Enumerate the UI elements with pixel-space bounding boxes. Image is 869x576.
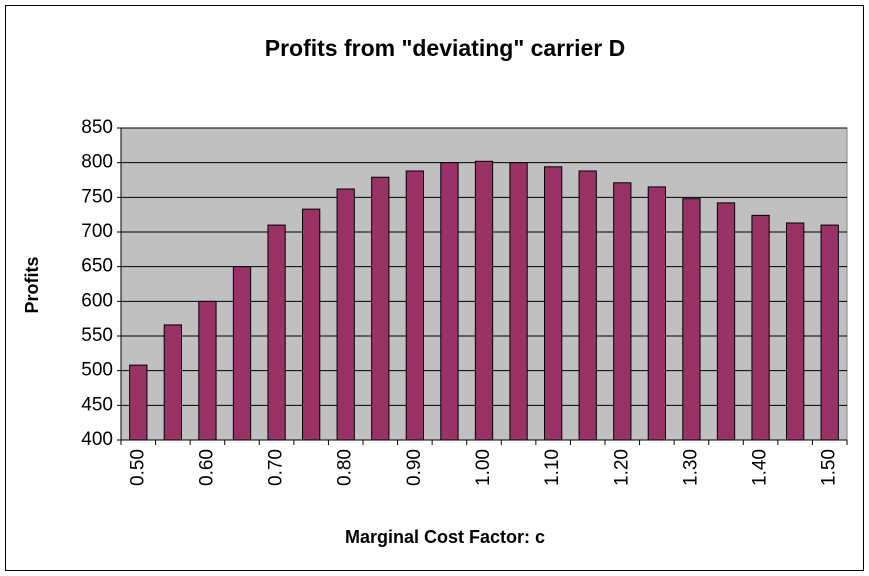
bar (474, 160, 494, 441)
x-tick-label: 1.40 (750, 449, 771, 486)
bar (751, 214, 770, 441)
x-tick-label: 1.30 (680, 449, 701, 486)
bar (232, 266, 252, 441)
y-tick-label: 750 (81, 186, 113, 207)
bar (786, 222, 805, 441)
bar (440, 162, 459, 441)
bar (682, 198, 701, 441)
y-tick-label: 600 (81, 290, 113, 311)
x-tick-label: 1.00 (473, 449, 494, 486)
y-tick-label: 800 (81, 152, 113, 173)
x-tick-label: 0.70 (266, 449, 287, 486)
y-tick-label: 500 (81, 360, 113, 381)
y-tick-label: 650 (81, 256, 113, 277)
x-axis-label: Marginal Cost Factor: c (345, 527, 545, 547)
bar (405, 170, 425, 441)
chart-title: Profits from "deviating" carrier D (265, 35, 626, 61)
x-tick-label: 0.60 (196, 449, 217, 486)
bar (820, 224, 839, 441)
y-tick-label: 550 (81, 325, 113, 346)
bar (578, 170, 597, 441)
y-tick-label: 700 (81, 221, 113, 242)
bar (544, 166, 563, 441)
bar (716, 202, 736, 441)
bar (509, 162, 528, 441)
bar (198, 300, 217, 441)
x-tick-label: 1.10 (542, 449, 563, 486)
y-tick-label: 400 (81, 429, 113, 450)
y-tick-label: 450 (81, 394, 113, 415)
bar (163, 324, 182, 441)
bar (613, 182, 632, 441)
bar (371, 176, 390, 441)
bar (129, 364, 148, 441)
bar (302, 208, 321, 441)
x-tick-label: 0.90 (404, 449, 425, 486)
x-tick-label: 1.50 (819, 449, 840, 486)
x-tick-label: 1.20 (611, 449, 632, 486)
bar (336, 188, 355, 441)
bar (267, 224, 286, 441)
x-tick-label: 0.80 (335, 449, 356, 486)
y-axis-label: Profits (22, 256, 42, 313)
x-tick-label: 0.50 (127, 449, 148, 486)
y-tick-label: 850 (81, 117, 113, 138)
bar (647, 186, 667, 441)
